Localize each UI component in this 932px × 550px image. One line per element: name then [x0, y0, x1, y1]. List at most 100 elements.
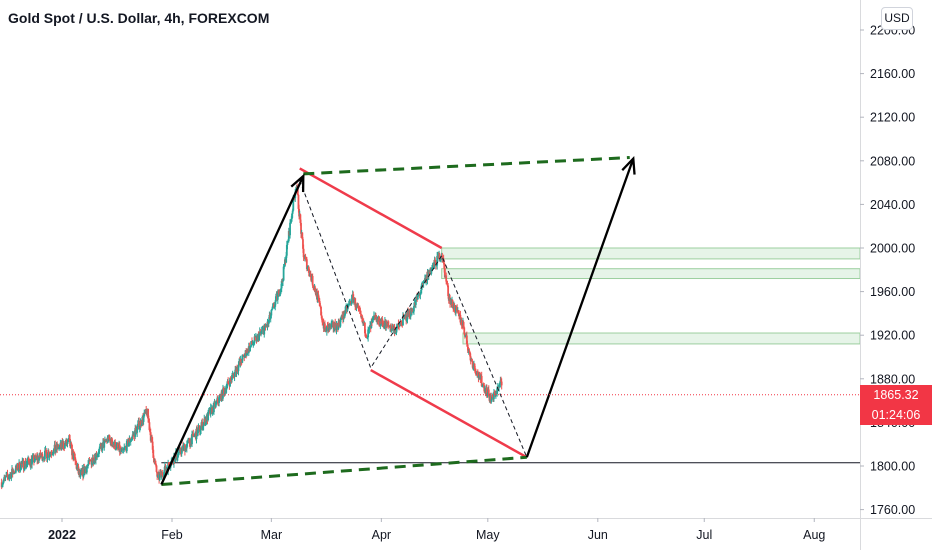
candle-body — [417, 294, 420, 296]
candle-body — [498, 383, 501, 385]
candle-body — [446, 284, 449, 286]
candle-body — [287, 230, 290, 242]
candle-body — [372, 317, 375, 320]
candle-body — [115, 444, 118, 450]
candle-body — [2, 482, 4, 485]
candle-body — [271, 306, 274, 310]
candle-body — [31, 456, 34, 459]
candle-body — [11, 468, 14, 474]
candle-body — [397, 323, 400, 326]
candle-body — [153, 457, 155, 463]
candle-body — [297, 194, 300, 209]
candle-body — [350, 303, 353, 305]
candle-body — [7, 476, 10, 478]
candle-body — [138, 426, 141, 430]
candle-body — [162, 475, 164, 477]
candle-body — [291, 213, 293, 219]
candle-body — [426, 272, 429, 281]
candle-body — [252, 344, 255, 346]
candle-body — [231, 375, 233, 380]
candle-body — [25, 462, 28, 465]
candle-body — [381, 318, 384, 324]
price-axis-label: 2040.00 — [870, 198, 915, 212]
candle-body — [430, 269, 433, 274]
candle-body — [162, 476, 165, 478]
candle-body — [176, 454, 179, 458]
candle-body — [490, 399, 493, 402]
candle-body — [436, 256, 439, 266]
candle-body — [49, 452, 51, 455]
candle-body — [5, 475, 8, 477]
candle-body — [163, 470, 166, 477]
candle-body — [305, 257, 308, 260]
candle-body — [177, 453, 180, 455]
candle-body — [422, 283, 424, 285]
candle-body — [187, 439, 190, 441]
candle-body — [289, 222, 291, 236]
candle-body — [21, 460, 24, 465]
candle-body — [39, 452, 42, 458]
candle-body — [209, 407, 212, 415]
candle-body — [229, 377, 232, 379]
candle-body — [40, 456, 42, 458]
price-axis[interactable]: 2200.002160.002120.002080.002040.002000.… — [860, 24, 915, 518]
candle-body — [222, 388, 225, 391]
candle-body — [6, 473, 9, 477]
candle-body — [235, 368, 238, 375]
candle-body — [404, 315, 406, 318]
currency-button[interactable]: USD — [881, 7, 913, 30]
candle-body — [75, 463, 78, 469]
candle-body — [498, 384, 500, 388]
candle-body — [16, 463, 19, 470]
candle-body — [382, 323, 384, 325]
candle-body — [463, 327, 466, 334]
candle-body — [152, 449, 155, 458]
candle-body — [27, 458, 30, 462]
candle-body — [439, 259, 442, 261]
candle-body — [98, 448, 100, 454]
candle-body — [58, 445, 61, 448]
candle-body — [489, 397, 492, 402]
candle-body — [435, 265, 438, 267]
candle-body — [45, 453, 48, 459]
candle-body — [427, 272, 430, 276]
price-axis-label: 2080.00 — [870, 154, 915, 168]
candle-body — [31, 458, 33, 465]
price-axis-label: 1960.00 — [870, 285, 915, 299]
candle-body — [167, 462, 170, 466]
candle-body — [142, 416, 145, 422]
candle-body — [204, 419, 207, 426]
candle-body — [200, 426, 202, 430]
candle-body — [96, 455, 99, 458]
channel-line — [299, 167, 443, 250]
candle-body — [472, 366, 475, 368]
candle-body — [293, 197, 296, 199]
candle-body — [186, 440, 189, 444]
candle-body — [227, 381, 230, 384]
candle-body — [20, 463, 22, 470]
candle-body — [378, 316, 380, 326]
candle-body — [158, 474, 161, 480]
candle-body — [222, 388, 224, 399]
candle-body — [156, 475, 159, 477]
candle-body — [241, 355, 244, 363]
candle-body — [471, 361, 474, 368]
candle-body — [420, 290, 422, 293]
candle-body — [333, 327, 335, 329]
candle-body — [140, 424, 143, 426]
candle-body — [409, 307, 412, 317]
candle-body — [192, 433, 195, 437]
candle-body — [53, 448, 55, 454]
candle-body — [330, 324, 333, 328]
time-axis[interactable]: 2022 Feb Mar Apr May Jun Jul Aug — [48, 518, 825, 542]
candle-body — [77, 466, 80, 474]
candle-body — [319, 306, 322, 308]
candle-body — [19, 469, 22, 471]
candle-body — [358, 308, 361, 311]
candle-body — [260, 330, 263, 333]
candle-body — [103, 440, 106, 448]
candle-body — [408, 311, 411, 317]
candle-body — [125, 440, 128, 452]
time-axis-label: Feb — [161, 528, 183, 542]
